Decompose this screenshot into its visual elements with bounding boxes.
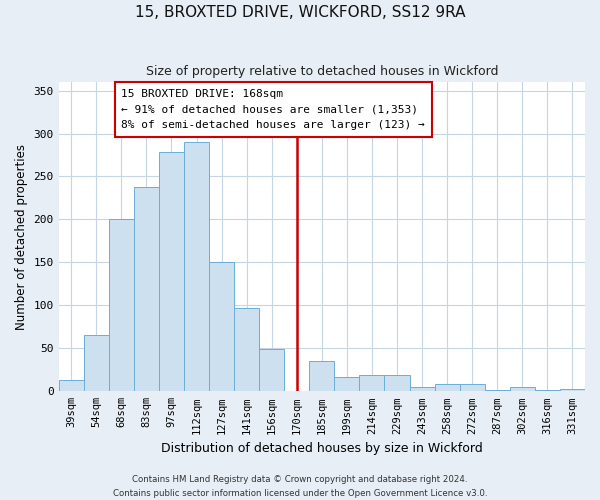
X-axis label: Distribution of detached houses by size in Wickford: Distribution of detached houses by size … — [161, 442, 483, 455]
Bar — [134, 187, 159, 392]
Bar — [434, 384, 460, 392]
Bar — [259, 349, 284, 392]
Text: Contains HM Land Registry data © Crown copyright and database right 2024.
Contai: Contains HM Land Registry data © Crown c… — [113, 476, 487, 498]
Bar — [385, 375, 410, 392]
Bar — [59, 380, 84, 392]
Bar — [159, 152, 184, 392]
Bar — [460, 384, 485, 392]
Y-axis label: Number of detached properties: Number of detached properties — [15, 144, 28, 330]
Bar — [109, 220, 134, 392]
Bar — [209, 262, 234, 392]
Bar — [84, 336, 109, 392]
Bar — [560, 388, 585, 392]
Bar — [234, 308, 259, 392]
Bar — [359, 375, 385, 392]
Bar — [410, 387, 434, 392]
Title: Size of property relative to detached houses in Wickford: Size of property relative to detached ho… — [146, 65, 498, 78]
Text: 15 BROXTED DRIVE: 168sqm
← 91% of detached houses are smaller (1,353)
8% of semi: 15 BROXTED DRIVE: 168sqm ← 91% of detach… — [121, 89, 425, 130]
Bar — [535, 390, 560, 392]
Text: 15, BROXTED DRIVE, WICKFORD, SS12 9RA: 15, BROXTED DRIVE, WICKFORD, SS12 9RA — [135, 5, 465, 20]
Bar — [310, 361, 334, 392]
Bar — [510, 387, 535, 392]
Bar — [485, 390, 510, 392]
Bar — [184, 142, 209, 392]
Bar — [334, 376, 359, 392]
